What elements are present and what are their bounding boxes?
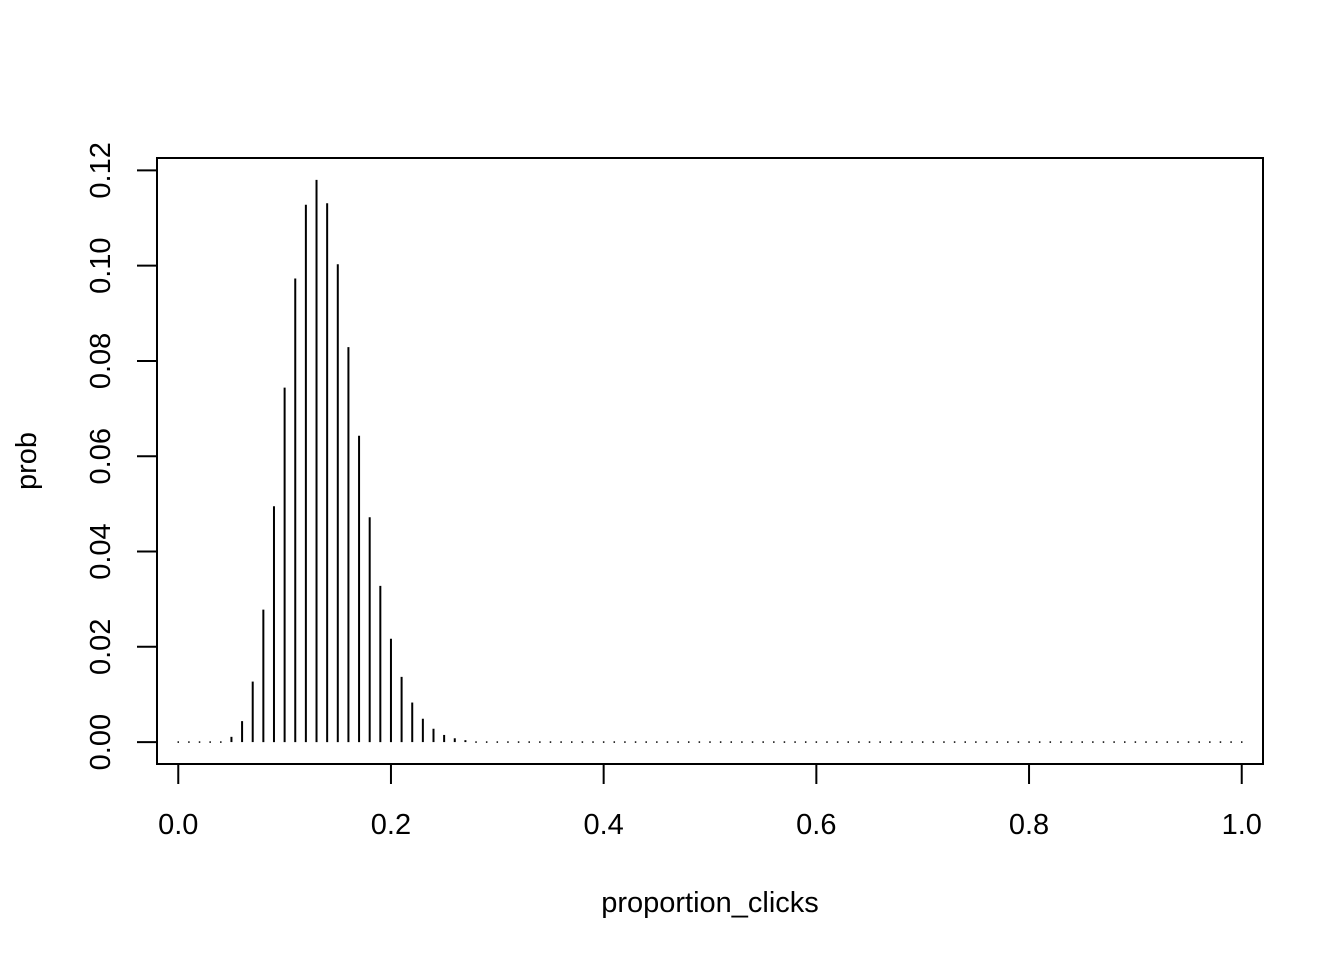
y-tick-label: 0.10 <box>85 237 117 293</box>
spike-bar <box>475 741 477 743</box>
spike-bar <box>1155 741 1158 743</box>
spike-bar <box>804 741 807 743</box>
spike-bar <box>1102 741 1105 743</box>
spike-bar <box>773 741 775 743</box>
spike-bar <box>943 741 945 743</box>
spike-bar <box>528 741 530 743</box>
x-tick-label: 1.0 <box>1222 809 1262 841</box>
spike-bar <box>921 741 924 743</box>
spike-bar <box>571 741 573 743</box>
spike-bar <box>1187 741 1190 743</box>
spike-bar <box>517 741 520 743</box>
spike-bar <box>1145 741 1147 743</box>
spike-bar <box>613 741 616 743</box>
spike-bar <box>858 741 860 743</box>
x-tick-label: 0.8 <box>1009 809 1049 841</box>
spike-bar <box>592 741 594 743</box>
spike-bar <box>762 741 764 743</box>
spike-bar <box>634 741 637 743</box>
spike-bar <box>879 741 881 743</box>
spike-bar <box>198 741 201 743</box>
spike-bar <box>1219 741 1222 743</box>
spike-bar <box>741 741 743 743</box>
y-tick-label: 0.06 <box>85 428 117 484</box>
x-tick-label: 0.6 <box>796 809 836 841</box>
spike-bar <box>996 741 998 743</box>
spikes <box>230 179 467 743</box>
spike-bar <box>1081 741 1083 743</box>
spike-bar <box>1177 741 1179 743</box>
spike-bar <box>1230 741 1232 743</box>
y-tick-label: 0.04 <box>85 523 117 579</box>
spike-bar <box>890 741 892 743</box>
spike-bar <box>953 741 956 743</box>
plot-frame <box>156 157 1264 765</box>
y-tick-label: 0.08 <box>85 333 117 389</box>
spike-bar <box>911 741 913 743</box>
spike-bar <box>1209 741 1211 743</box>
spike-bar <box>1028 741 1030 743</box>
spike-bar <box>560 741 562 743</box>
spike-bar <box>602 741 605 743</box>
spike-bar <box>794 741 796 743</box>
spike-bar <box>847 741 849 743</box>
spike-bar <box>209 741 211 743</box>
spike-bar <box>220 741 222 743</box>
spike-bar <box>698 741 701 743</box>
spike-bar <box>1007 741 1009 743</box>
spike-bar <box>549 741 552 743</box>
x-axis: 0.0 0.2 0.4 0.6 0.8 1.0 <box>158 763 1262 841</box>
spike-bar <box>1092 741 1094 743</box>
spike-bar <box>1198 741 1200 743</box>
y-tick-label: 0.12 <box>85 142 117 198</box>
spike-bar <box>1240 741 1243 743</box>
spike-bar <box>1113 741 1115 743</box>
spike-bar <box>900 741 903 743</box>
spike-bar <box>656 741 658 743</box>
spike-bar <box>624 741 626 743</box>
spike-bar <box>964 741 966 743</box>
spike-bar <box>507 741 509 743</box>
spike-bar <box>1038 741 1041 743</box>
spike-bar <box>677 741 679 743</box>
x-tick-label: 0.4 <box>583 809 623 841</box>
spike-bar <box>581 741 584 743</box>
spike-bar <box>496 741 499 743</box>
spike-bar <box>730 741 733 743</box>
spike-bar <box>1070 741 1073 743</box>
x-tick-label: 0.0 <box>158 809 198 841</box>
spike-bar <box>687 741 690 743</box>
spike-bar <box>1124 741 1126 743</box>
spike-bar <box>539 741 541 743</box>
spike-bar <box>719 741 722 743</box>
zero-dots <box>177 741 1243 743</box>
spike-bar <box>783 741 786 743</box>
spike-bar <box>709 741 711 743</box>
spike-bar <box>826 741 828 743</box>
spike-bar <box>932 741 935 743</box>
spike-bar <box>1017 741 1020 743</box>
spike-bar <box>666 741 669 743</box>
x-tick-label: 0.2 <box>371 809 411 841</box>
y-tick-label: 0.02 <box>85 619 117 675</box>
spike-bar <box>975 741 977 743</box>
spike-bar <box>645 741 647 743</box>
y-axis: 0.00 0.02 0.04 0.06 0.08 0.10 0.12 <box>85 142 158 770</box>
spike-bar <box>1060 741 1062 743</box>
x-axis-title: proportion_clicks <box>601 887 819 919</box>
spike-bar <box>177 741 180 743</box>
spike-bar <box>815 741 818 743</box>
spike-bar <box>868 741 871 743</box>
spike-bar <box>836 741 839 743</box>
spike-bar <box>1134 741 1137 743</box>
spike-bar <box>485 741 488 743</box>
spike-bar <box>1049 741 1052 743</box>
spike-bar <box>985 741 988 743</box>
y-tick-label: 0.00 <box>85 714 117 770</box>
y-axis-title: prob <box>11 432 43 490</box>
spike-bar <box>1166 741 1169 743</box>
spike-bar <box>751 741 754 743</box>
spike-bar <box>188 741 190 743</box>
